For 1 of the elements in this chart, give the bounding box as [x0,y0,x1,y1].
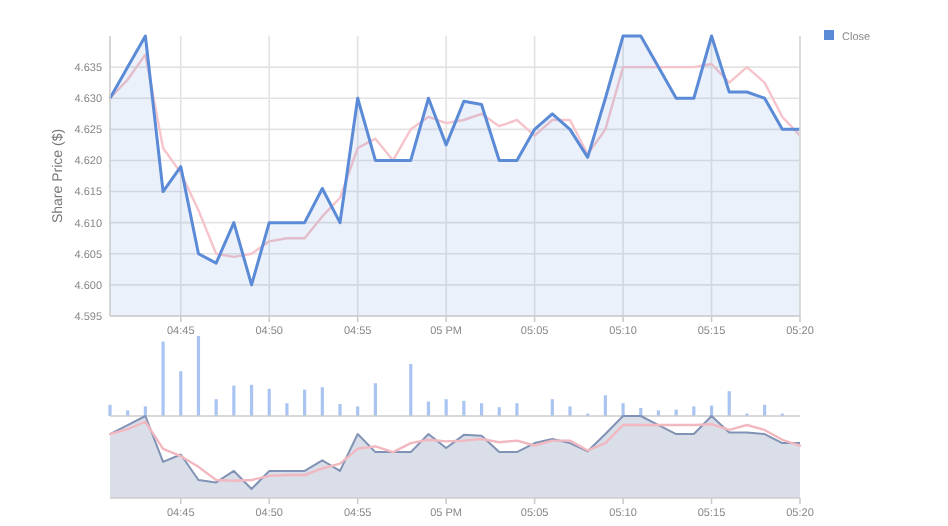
line-series [108,53,802,259]
